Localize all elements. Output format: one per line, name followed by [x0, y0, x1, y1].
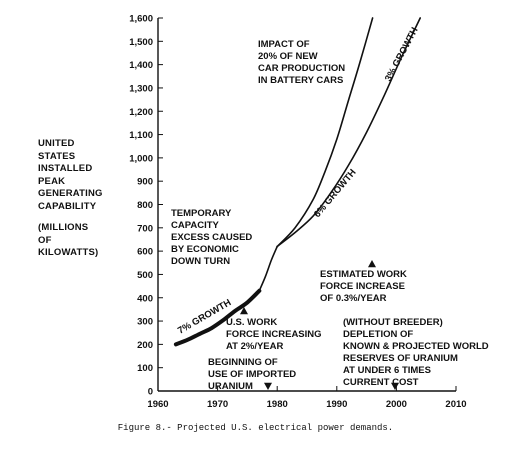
- y-tick-label: 500: [137, 270, 153, 281]
- y-tick-label: 1,000: [129, 153, 153, 164]
- marker-triangle-down: [391, 382, 399, 390]
- x-tick-label: 1960: [147, 399, 168, 410]
- y-axis-label-line: STATES: [38, 150, 76, 162]
- figure-caption: Figure 8.- Projected U.S. electrical pow…: [117, 423, 394, 433]
- series-line: [258, 245, 278, 292]
- y-tick-label: 400: [137, 293, 153, 304]
- annotation-line: U.S. WORK: [226, 317, 277, 328]
- annotation-line: IN BATTERY CARS: [258, 75, 343, 86]
- y-tick-label: 0: [148, 387, 153, 398]
- annotation-line: 20% OF NEW: [258, 51, 318, 62]
- annotation-line: 6% GROWTH: [312, 167, 359, 220]
- y-axis-units-line: KILOWATTS): [38, 247, 99, 258]
- annotation-line: AT UNDER 6 TIMES: [343, 365, 431, 376]
- y-axis-label-line: INSTALLED: [38, 163, 93, 174]
- y-tick-label: 100: [137, 363, 153, 374]
- annotation: (WITHOUT BREEDER) DEPLETION OF KNOWN & PRO…: [343, 317, 489, 388]
- annotation-line: FORCE INCREASING: [226, 329, 322, 340]
- annotation-line: 3% GROWTH: [383, 25, 421, 83]
- marker-triangle-up: [240, 307, 248, 315]
- annotation: IMPACT OF 20% OF NEW CAR PRODUCTION IN BATT…: [258, 39, 345, 86]
- series-line: [173, 288, 262, 347]
- series-line: [276, 17, 421, 248]
- annotation-line: BEGINNING OF: [208, 357, 278, 368]
- y-axis-units-line: (MILLIONS: [38, 222, 89, 233]
- x-tick-label: 2010: [445, 399, 466, 410]
- x-tick-label: 1980: [267, 399, 288, 410]
- y-tick-label: 300: [137, 317, 153, 328]
- y-tick-label: 200: [137, 340, 153, 351]
- annotation-line: EXCESS CAUSED: [171, 232, 252, 243]
- annotation-line: ESTIMATED WORK: [320, 269, 407, 280]
- y-tick-label: 800: [137, 200, 153, 211]
- x-tick-label: 2000: [386, 399, 407, 410]
- y-axis-label-line: UNITED: [38, 138, 75, 149]
- annotation-line: USE OF IMPORTED: [208, 369, 296, 380]
- annotation-line: CAPACITY: [171, 220, 220, 231]
- y-axis-label: UNITED STATES INSTALLED PEAK GENERATING …: [38, 138, 103, 260]
- annotation-line: TEMPORARY: [171, 208, 232, 219]
- x-tick-label: 1990: [326, 399, 347, 410]
- annotation-line: BY ECONOMIC: [171, 244, 239, 255]
- markers: [240, 260, 399, 390]
- annotation: U.S. WORK FORCE INCREASING AT 2%/YEAR: [226, 317, 322, 352]
- annotation-line: RESERVES OF URANIUM: [343, 353, 458, 364]
- annotation-line: (WITHOUT BREEDER): [343, 317, 443, 328]
- series-line: [276, 17, 374, 248]
- annotation-line: CAR PRODUCTION: [258, 63, 345, 74]
- annotation-line: FORCE INCREASE: [320, 281, 405, 292]
- y-axis-label-line: PEAK: [38, 175, 66, 187]
- y-tick-label: 1,500: [129, 37, 153, 48]
- y-tick-label: 1,300: [129, 83, 153, 94]
- annotation: TEMPORARY CAPACITY EXCESS CAUSED BY ECONOMI…: [171, 208, 252, 267]
- y-axis-label-line: CAPABILITY: [38, 200, 97, 212]
- series-group: [173, 17, 421, 347]
- y-axis-units-line: OF: [38, 234, 52, 246]
- marker-triangle-up: [368, 260, 376, 268]
- marker-triangle-down: [264, 382, 272, 390]
- annotation-line: CURRENT COST: [343, 377, 419, 388]
- y-tick-label: 900: [137, 177, 153, 188]
- annotation-line: IMPACT OF: [258, 39, 310, 50]
- annotation: ESTIMATED WORK FORCE INCREASE OF 0.3%/YEAR: [320, 269, 407, 304]
- annotation: 3% GROWTH: [383, 25, 421, 83]
- annotation: 6% GROWTH: [312, 167, 359, 220]
- ticks: 0 100 200 300 400 500 600 700 800 900 1,000 1,100 1,…: [129, 14, 466, 411]
- x-tick-label: 1970: [207, 399, 228, 410]
- y-tick-label: 1,100: [129, 130, 153, 141]
- annotation-line: DOWN TURN: [171, 256, 230, 267]
- y-tick-label: 1,600: [129, 14, 153, 25]
- annotation-line: KNOWN & PROJECTED WORLD: [343, 341, 489, 352]
- y-axis-label-line: GENERATING: [38, 188, 103, 199]
- y-tick-label: 700: [137, 223, 153, 234]
- y-tick-label: 1,200: [129, 107, 153, 118]
- annotations: IMPACT OF 20% OF NEW CAR PRODUCTION IN BATT…: [171, 25, 489, 392]
- y-tick-label: 1,400: [129, 60, 153, 71]
- annotation-line: URANIUM: [208, 381, 253, 392]
- annotation: BEGINNING OF USE OF IMPORTED URANIUM: [208, 357, 296, 392]
- chart: 0 100 200 300 400 500 600 700 800 900 1,000 1,100 1,…: [129, 14, 489, 411]
- annotation-line: AT 2%/YEAR: [226, 341, 284, 352]
- annotation-line: OF 0.3%/YEAR: [320, 293, 387, 304]
- y-tick-label: 600: [137, 247, 153, 258]
- annotation-line: DEPLETION OF: [343, 329, 413, 340]
